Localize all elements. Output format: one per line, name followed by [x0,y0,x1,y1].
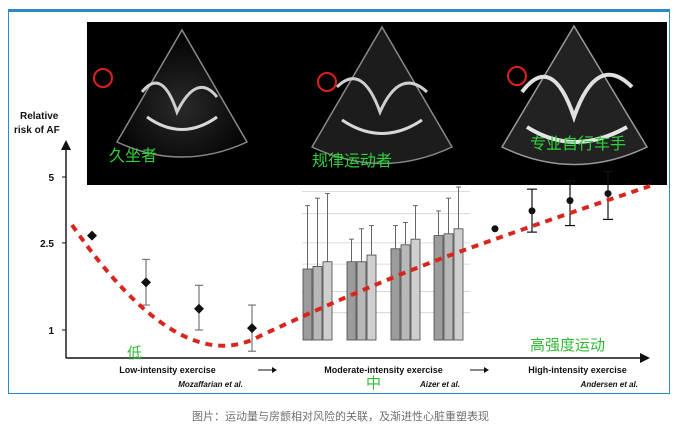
y-tick-label: 2.5 [40,239,54,250]
figure-caption: 图片：运动量与房颤相对风险的关联，及渐进性心脏重塑表现 [192,410,489,423]
bar [366,254,377,341]
x-segment-label: Low-intensity exercise [119,365,216,375]
bar [410,238,421,341]
bar [443,233,454,341]
echo-panel-athlete: 专业自行车手 [482,22,667,185]
echo-label: 专业自行车手 [530,134,627,153]
low-intensity-cn-label: 低 [127,344,143,362]
high-intensity-cn-label: 高强度运动 [530,336,606,354]
bar [356,261,367,341]
y-axis-arrow [61,140,71,150]
data-point [247,323,257,334]
red-circle-marker [93,68,113,88]
red-circle-marker [317,72,337,92]
source-label: Mozaffarian et al. [178,380,243,389]
data-point [87,230,97,241]
segment-arrow-head [272,367,277,373]
heart-echo-image [310,25,454,165]
source-label: Andersen et al. [580,380,638,389]
echo-panel-regular: 规律运动者 [282,22,477,185]
echo-panel-sedentary: 久坐者 [87,22,277,185]
heart-echo-image [500,24,649,166]
bar [390,248,401,341]
bar [433,235,444,341]
heart-echo-image [115,28,249,158]
source-label: Aizer et al. [419,380,460,389]
bar [312,266,323,341]
bar [400,244,411,341]
red-circle-marker [507,66,527,86]
bar [346,261,357,341]
data-point [528,207,536,215]
x-segment-label: Moderate-intensity exercise [324,365,443,375]
segment-arrow-head [484,367,489,373]
y-axis-label-line1: Relative [20,111,59,122]
data-point [566,197,574,205]
data-point [194,303,204,314]
data-point [604,190,612,198]
moderate-intensity-cn-label: 中 [366,374,382,392]
bar [322,261,333,341]
y-tick-label: 5 [48,173,54,184]
x-segment-label: High-intensity exercise [528,365,627,375]
trend-line [70,184,651,348]
y-tick-label: 1 [48,326,54,337]
echocardiogram-strip: 久坐者 规律运动者 专业自行车手 [87,22,667,185]
figure-frame: 久坐者 规律运动者 专业自行车手 [8,9,670,394]
data-point [491,225,499,233]
data-point [141,277,151,288]
echo-label: 规律运动者 [312,151,393,170]
x-axis-arrow [640,353,650,363]
echo-label: 久坐者 [109,146,158,165]
y-axis-label-line2: risk of AF [14,125,60,136]
bar [453,228,464,341]
bar [302,268,313,341]
